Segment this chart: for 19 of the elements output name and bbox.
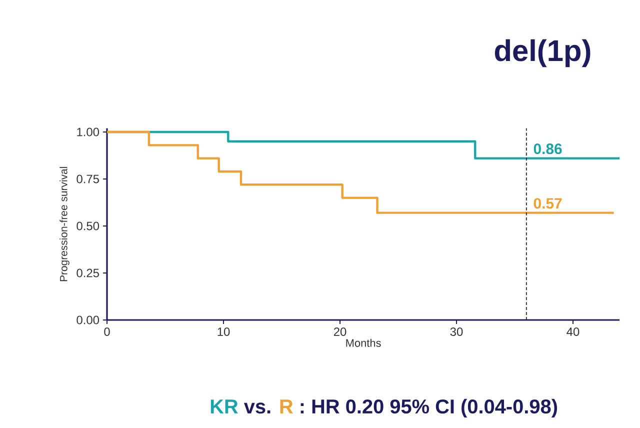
text: vs. (244, 402, 270, 414)
x-tick-label: 20 (334, 328, 346, 336)
x-tick-label: 10 (218, 328, 230, 336)
y-tick-label: 0.50 (76, 222, 100, 230)
y-tick-label: 1.00 (77, 128, 100, 136)
x-tick-label: 40 (566, 328, 580, 336)
y-tick-label: 0.25 (76, 268, 99, 278)
y-tick-label: 0.75 (76, 174, 99, 184)
chart-title: del(1p) (494, 39, 590, 68)
y-axis-title: Progression-free survival (60, 166, 70, 282)
x-tick-label: 30 (450, 328, 463, 336)
text: R (280, 400, 293, 414)
annotation: 0.86 (534, 144, 562, 154)
annotation: 0.57 (534, 198, 562, 209)
x-tick-label: 0 (104, 328, 110, 336)
text: : HR 0.20 95% CI (0.04-0.98) (300, 398, 557, 418)
x-axis-title: Months (346, 338, 381, 347)
text: KR (210, 400, 238, 414)
y-tick-label: 0.00 (76, 316, 100, 324)
